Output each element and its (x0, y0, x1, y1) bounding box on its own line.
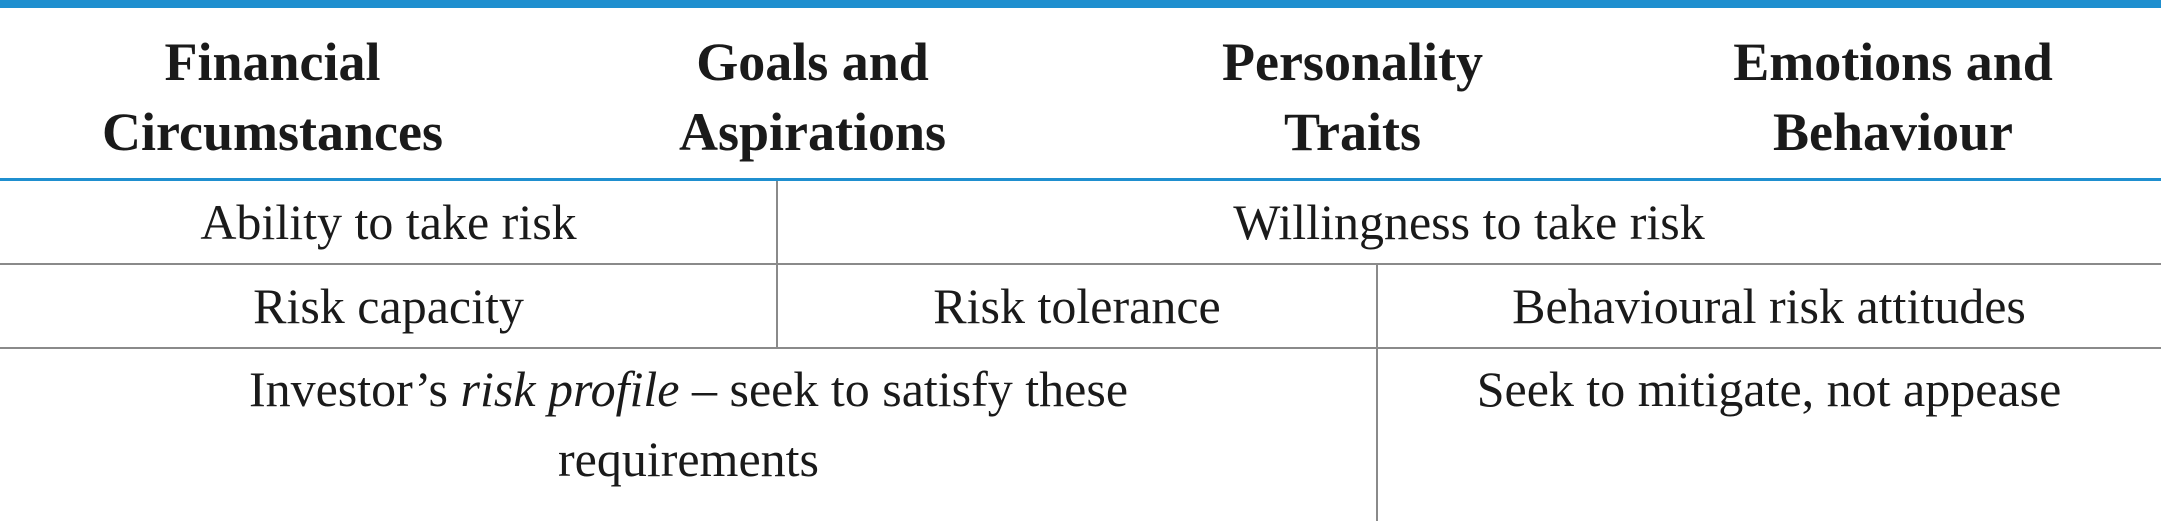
behavioural-risk-label: Behavioural risk attitudes (1512, 278, 2026, 334)
risk-profile-italic: risk profile (460, 361, 680, 417)
risk-profile-suffix: – seek to satisfy these (679, 361, 1129, 417)
header-line: Goals and (696, 32, 929, 92)
column-divider (776, 181, 778, 347)
header-line: Circumstances (102, 102, 443, 162)
header-goals-aspirations: Goals and Aspirations (545, 22, 1080, 172)
header-line: Emotions and (1733, 32, 2053, 92)
header-line: Behaviour (1772, 102, 2013, 162)
cell-ability-to-take-risk: Ability to take risk (0, 181, 777, 263)
top-rule (0, 0, 2161, 8)
header-personality-traits: Personality Traits (1080, 22, 1625, 172)
header-line: Financial (164, 32, 381, 92)
ability-label: Ability to take risk (200, 194, 577, 250)
cell-seek-to-mitigate: Seek to mitigate, not appease (1377, 354, 2161, 434)
column-divider (1376, 265, 1378, 521)
row-divider (0, 263, 2161, 265)
header-emotions-behaviour: Emotions and Behaviour (1625, 22, 2161, 172)
header-line: Aspirations (678, 102, 947, 162)
header-financial-circumstances: Financial Circumstances (0, 22, 545, 172)
risk-profile-line-2: requirements (557, 431, 819, 487)
cell-behavioural-risk-attitudes: Behavioural risk attitudes (1377, 265, 2161, 347)
mitigate-label: Seek to mitigate, not appease (1476, 361, 2062, 417)
header-line: Personality (1222, 32, 1483, 92)
cell-willingness-to-take-risk: Willingness to take risk (777, 181, 2161, 263)
cell-risk-capacity: Risk capacity (0, 265, 777, 347)
risk-profile-line-1: Investor’s risk profile – seek to satisf… (249, 354, 1128, 424)
row-divider (0, 347, 2161, 349)
willingness-label: Willingness to take risk (1233, 194, 1705, 250)
risk-capacity-label: Risk capacity (253, 278, 524, 334)
cell-risk-tolerance: Risk tolerance (777, 265, 1377, 347)
risk-tolerance-label: Risk tolerance (933, 278, 1221, 334)
header-line: Traits (1284, 102, 1421, 162)
header-rule (0, 178, 2161, 181)
risk-profile-prefix: Investor’s (248, 361, 461, 417)
cell-investor-risk-profile: Investor’s risk profile – seek to satisf… (0, 354, 1377, 504)
